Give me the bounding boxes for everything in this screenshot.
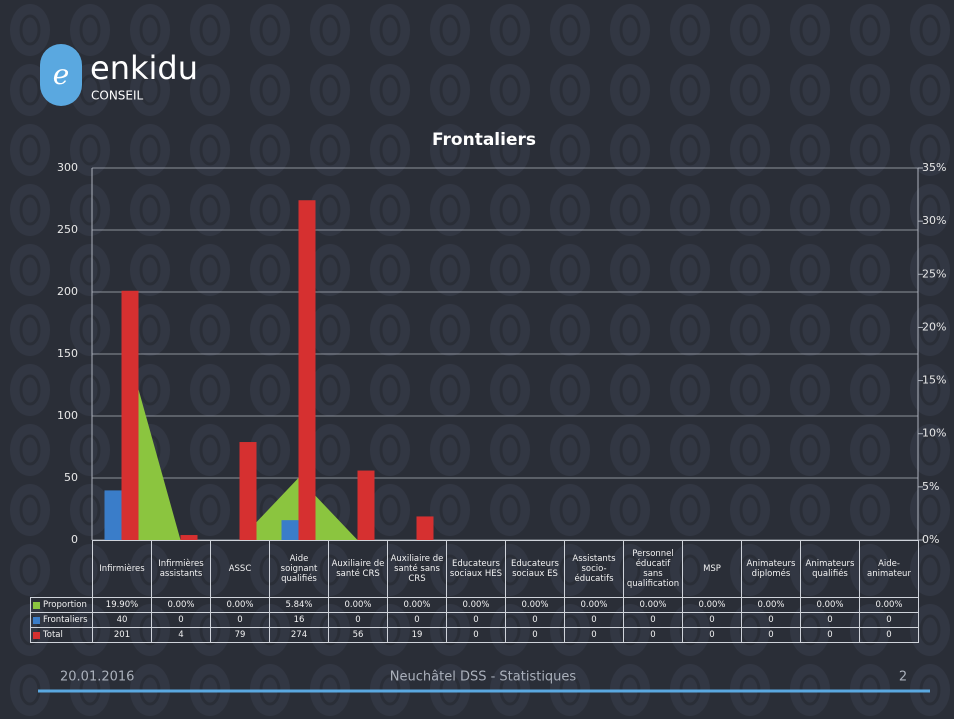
table-value: 0 — [210, 612, 270, 628]
table-value: 201 — [92, 627, 152, 643]
y-tick-label: 100 — [57, 409, 78, 422]
y2-tick-label: 5% — [922, 480, 939, 493]
category-label: Auxiliaire de santé sans CRS — [387, 540, 447, 598]
logo-sub: CONSEIL — [91, 89, 144, 103]
table-value: 0 — [505, 612, 565, 628]
y2-tick-label: 30% — [922, 214, 946, 227]
footer-date: 20.01.2016 — [60, 670, 134, 685]
legend-label: Proportion — [43, 600, 87, 610]
table-value: 0 — [387, 612, 447, 628]
legend-key — [33, 616, 40, 624]
footer-title: Neuchâtel DSS - Statistiques — [390, 670, 577, 685]
y2-tick-label: 25% — [922, 267, 946, 280]
bar — [121, 290, 139, 540]
table-value: 0 — [682, 612, 742, 628]
table-value: 0.00% — [328, 597, 388, 613]
legend-label: Total — [43, 630, 63, 640]
y2-tick-label: 10% — [922, 427, 946, 440]
bar — [281, 520, 299, 540]
table-value: 0 — [446, 627, 506, 643]
table-value: 0 — [623, 627, 683, 643]
category-label: Infirmières assistants — [151, 540, 211, 598]
legend-label: Frontaliers — [43, 615, 88, 625]
y-tick-label: 0 — [71, 533, 78, 546]
table-value: 0 — [800, 612, 860, 628]
table-value: 0 — [859, 627, 919, 643]
chart-title: Frontaliers — [432, 130, 536, 150]
y-tick-label: 150 — [57, 347, 78, 360]
page-number: 2 — [899, 670, 907, 685]
table-value: 274 — [269, 627, 329, 643]
y2-tick-label: 20% — [922, 320, 946, 333]
table-value: 0 — [446, 612, 506, 628]
y-tick-label: 250 — [57, 223, 78, 236]
table-value: 0.00% — [387, 597, 447, 613]
logo-name: enkidu — [90, 49, 198, 87]
table-value: 4 — [151, 627, 211, 643]
bar — [180, 535, 198, 540]
table-value: 19.90% — [92, 597, 152, 613]
bar — [416, 516, 434, 540]
category-label: Educateurs sociaux HES — [446, 540, 506, 598]
logo-glyph: ℯ — [53, 58, 70, 91]
bar — [239, 442, 257, 540]
y2-tick-label: 0% — [922, 533, 939, 546]
table-value: 0 — [741, 627, 801, 643]
table-value: 16 — [269, 612, 329, 628]
bar — [357, 470, 375, 540]
category-label: Animateurs qualifiés — [800, 540, 860, 598]
y-tick-label: 200 — [57, 285, 78, 298]
table-value: 0 — [505, 627, 565, 643]
category-label: Assistants socio-éducatifs — [564, 540, 624, 598]
y-tick-label: 50 — [64, 471, 78, 484]
bar — [298, 200, 316, 541]
table-value: 0 — [800, 627, 860, 643]
table-value: 0.00% — [210, 597, 270, 613]
table-value: 0 — [623, 612, 683, 628]
series-label: Proportion — [30, 597, 93, 613]
category-label: MSP — [682, 540, 742, 598]
table-value: 0 — [741, 612, 801, 628]
category-label: Aide-animateur — [859, 540, 919, 598]
table-value: 0 — [151, 612, 211, 628]
table-value: 0.00% — [151, 597, 211, 613]
category-label: Aide soignant qualifiés — [269, 540, 329, 598]
bar — [104, 490, 122, 540]
logo-icon — [40, 44, 82, 106]
y2-tick-label: 35% — [922, 161, 946, 174]
table-value: 0.00% — [505, 597, 565, 613]
table-value: 0 — [859, 612, 919, 628]
y2-tick-label: 15% — [922, 374, 946, 387]
category-label: Educateurs sociaux ES — [505, 540, 565, 598]
category-label: ASSC — [210, 540, 270, 598]
category-label: Auxiliaire de santé CRS — [328, 540, 388, 598]
table-value: 0.00% — [623, 597, 683, 613]
table-value: 0.00% — [859, 597, 919, 613]
series-label: Total — [30, 627, 93, 643]
table-value: 79 — [210, 627, 270, 643]
category-label: Animateurs diplomés — [741, 540, 801, 598]
table-value: 0 — [564, 612, 624, 628]
table-value: 0.00% — [682, 597, 742, 613]
legend-key — [33, 601, 40, 609]
table-value: 0.00% — [800, 597, 860, 613]
category-label: Infirmières — [92, 540, 152, 598]
table-value: 40 — [92, 612, 152, 628]
y-tick-label: 300 — [57, 161, 78, 174]
table-value: 5.84% — [269, 597, 329, 613]
legend-key — [33, 631, 40, 639]
table-value: 0.00% — [741, 597, 801, 613]
table-value: 56 — [328, 627, 388, 643]
table-value: 0 — [682, 627, 742, 643]
table-value: 0 — [328, 612, 388, 628]
table-value: 0.00% — [446, 597, 506, 613]
table-value: 0.00% — [564, 597, 624, 613]
category-label: Personnel éducatif sans qualification — [623, 540, 683, 598]
table-value: 0 — [564, 627, 624, 643]
series-label: Frontaliers — [30, 612, 93, 628]
table-value: 19 — [387, 627, 447, 643]
